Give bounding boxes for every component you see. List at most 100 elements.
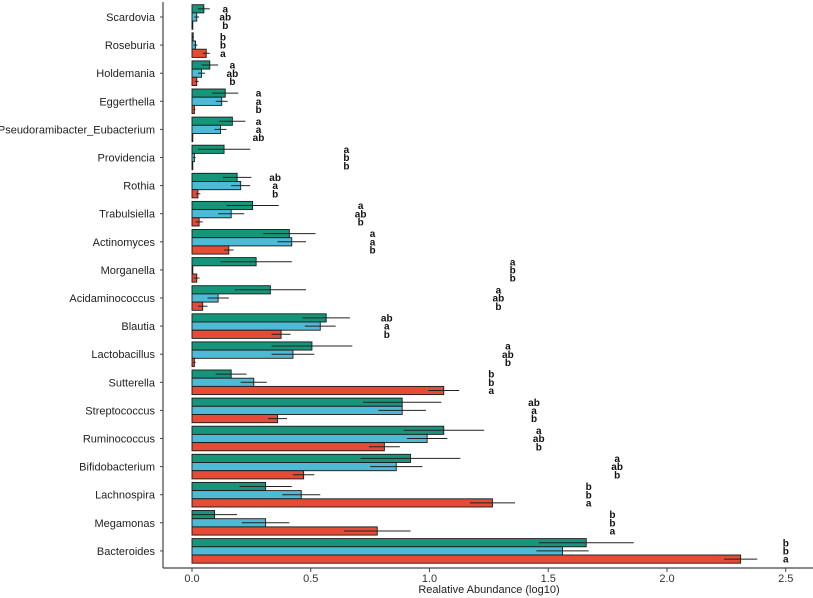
- significance-letter: b: [222, 21, 228, 32]
- significance-letter: b: [488, 378, 494, 389]
- significance-letter: a: [256, 125, 262, 136]
- bar: [191, 321, 321, 331]
- bar: [191, 554, 742, 564]
- x-tick-label: 2.5: [778, 573, 793, 585]
- significance-letter: a: [510, 257, 516, 268]
- significance-letter: a: [256, 97, 262, 108]
- significance-letter: b: [586, 482, 592, 493]
- significance-letter: a: [505, 342, 511, 353]
- significance-letter: b: [343, 161, 349, 172]
- x-axis-ticks: 0.0 0.5 1.0 1.5 2.0 2.5: [184, 568, 793, 585]
- category-label: Providencia: [98, 153, 156, 165]
- bar: [191, 385, 445, 396]
- category-label: Actinomyces: [93, 237, 156, 249]
- significance-letter: b: [609, 518, 615, 529]
- significance-letter: a: [256, 89, 262, 100]
- bar: [191, 442, 385, 452]
- significance-letter: b: [536, 442, 542, 453]
- significance-letter: b: [614, 470, 620, 481]
- category-label: Holdemania: [96, 68, 156, 80]
- significance-letter: a: [496, 285, 502, 296]
- x-tick-label: 0.0: [184, 573, 199, 585]
- significance-letter: a: [384, 322, 390, 333]
- category-label: Bifidobacterium: [79, 462, 155, 474]
- significance-letter: ab: [502, 350, 514, 361]
- significance-letter: ab: [493, 294, 505, 305]
- significance-letter: b: [531, 414, 537, 425]
- significance-letter: a: [531, 406, 537, 417]
- category-label: Ruminococcus: [83, 434, 156, 446]
- significance-letter: b: [510, 274, 516, 285]
- significance-letter: b: [384, 330, 390, 341]
- bar: [191, 470, 305, 480]
- category-label: Blautia: [121, 321, 156, 333]
- significance-letter: b: [783, 547, 789, 558]
- significance-letter: b: [358, 218, 364, 229]
- significance-letter: ab: [611, 462, 623, 473]
- significance-letter: a: [272, 181, 278, 192]
- significance-letter: ab: [533, 434, 545, 445]
- significance-letter: b: [229, 77, 235, 88]
- category-labels: Scardovia Roseburia Holdemania Eggerthella P…: [0, 12, 163, 558]
- bars: [191, 4, 742, 564]
- significance-letter: ab: [253, 133, 265, 144]
- category-label: Acidaminococcus: [69, 293, 155, 305]
- significance-letter: ab: [219, 13, 231, 24]
- significance-letter: a: [614, 454, 620, 465]
- significance-letter: b: [510, 266, 516, 277]
- bar: [191, 546, 563, 556]
- significance-letter: ab: [528, 398, 540, 409]
- bar: [191, 329, 282, 339]
- significance-letter: a: [220, 49, 226, 60]
- category-label: Roseburia: [105, 40, 156, 52]
- significance-letter: b: [220, 33, 226, 44]
- category-label: Bacteroides: [97, 546, 156, 558]
- category-label: Trabulsiella: [99, 209, 156, 221]
- category-label: Lactobacillus: [91, 349, 155, 361]
- x-tick-label: 2.0: [659, 573, 674, 585]
- significance-letter: b: [783, 538, 789, 549]
- category-label: Scardovia: [106, 12, 156, 24]
- significance-letter: b: [488, 370, 494, 381]
- category-label: Morganella: [101, 265, 156, 277]
- significance-letter: b: [220, 41, 226, 52]
- significance-letter: a: [358, 201, 364, 212]
- bar: [191, 405, 403, 415]
- significance-letter: ab: [381, 314, 393, 325]
- x-tick-label: 0.5: [303, 573, 318, 585]
- significance-letter: b: [505, 358, 511, 369]
- bar: [191, 462, 397, 472]
- significance-letter: b: [586, 490, 592, 501]
- significance-letter: a: [344, 145, 350, 156]
- category-label: Sutterella: [109, 377, 156, 389]
- category-label: Lachnospira: [95, 490, 156, 502]
- significance-letter: a: [222, 4, 228, 15]
- bar: [191, 237, 293, 247]
- significance-letter: b: [369, 246, 375, 257]
- significance-letter: a: [488, 386, 494, 397]
- significance-letter: a: [586, 499, 592, 510]
- significance-letter: a: [370, 237, 376, 248]
- significance-letter: a: [370, 229, 376, 240]
- bar: [191, 245, 230, 255]
- x-axis-title: Realative Abundance (log10): [418, 584, 559, 596]
- significance-letter: b: [609, 510, 615, 521]
- bar: [191, 414, 278, 424]
- significance-letters: aabbbbaaabbaabaaababbababaabbaababbaabba…: [219, 4, 789, 565]
- category-label: Rothia: [123, 181, 156, 193]
- significance-letter: ab: [269, 173, 281, 184]
- significance-letter: b: [255, 105, 261, 116]
- bar: [191, 538, 587, 548]
- significance-letter: ab: [355, 209, 367, 220]
- category-label: Streptococcus: [85, 405, 155, 417]
- significance-letter: a: [783, 555, 789, 566]
- bar: [191, 433, 428, 444]
- significance-letter: ab: [227, 69, 239, 80]
- x-tick-label: 1.5: [541, 573, 556, 585]
- significance-letter: b: [272, 189, 278, 200]
- significance-letter: a: [610, 527, 616, 538]
- x-tick-label: 1.0: [422, 573, 437, 585]
- significance-letter: b: [495, 302, 501, 313]
- significance-letter: a: [536, 426, 542, 437]
